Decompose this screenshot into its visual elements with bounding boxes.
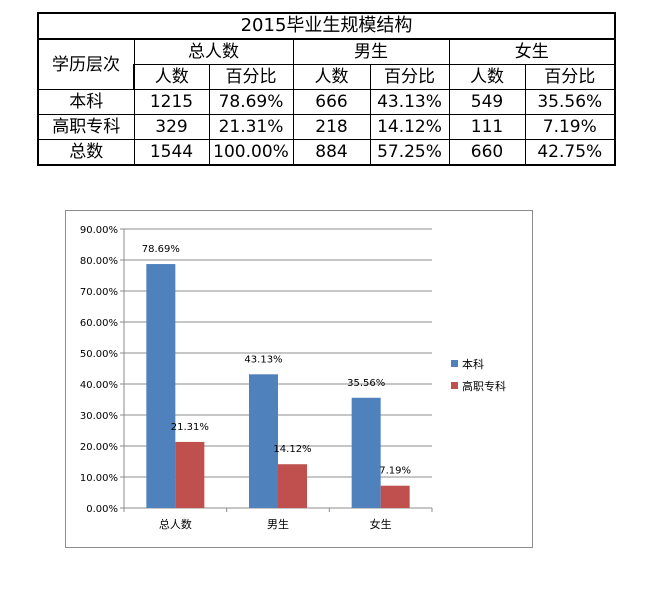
row-label: 本科 (37, 89, 135, 115)
table-cell: 549 (448, 89, 526, 115)
data-label: 14.12% (273, 444, 311, 455)
group-header-total: 总人数 (133, 38, 294, 65)
y-tick-label: 0.00% (86, 504, 118, 515)
table-cell: 884 (292, 139, 371, 166)
legend-label: 本科 (462, 357, 484, 371)
group-header-female: 女生 (448, 38, 617, 65)
data-label: 78.69% (142, 244, 180, 255)
bar-series-2 (278, 464, 307, 508)
table-cell: 35.56% (524, 89, 617, 115)
bar-chart: 0.00% 10.00% 20.00% 30.00% 40.00% 50.00% 60.00… (80, 225, 506, 531)
y-tick-label: 30.00% (80, 411, 118, 422)
sub-header: 百分比 (369, 64, 450, 90)
y-tick-label: 10.00% (80, 473, 118, 484)
sub-header: 百分比 (208, 64, 294, 90)
bar-series-2 (175, 441, 205, 508)
bar-series-1 (249, 374, 278, 508)
sub-header: 百分比 (524, 64, 617, 90)
y-tick-label: 40.00% (80, 380, 118, 391)
row-header-label: 学历层次 (37, 38, 135, 90)
table-row-total: 总数 1544 100.00% 884 57.25% 660 42.75% (37, 139, 617, 166)
table-cell: 218 (292, 114, 371, 140)
chart-frame: 0.00% 10.00% 20.00% 30.00% 40.00% 50.00% 60.00… (65, 210, 533, 548)
table-cell: 660 (448, 139, 526, 166)
table-cell: 7.19% (524, 114, 617, 140)
table-title: 2015毕业生规模结构 (36, 12, 617, 40)
graduate-structure-table: 2015毕业生规模结构 学历层次 总人数 男生 女生 人数 百分比 人数 百分比… (36, 12, 617, 166)
table-cell: 21.31% (208, 114, 294, 140)
legend-swatch (451, 360, 458, 367)
data-label: 35.56% (347, 378, 385, 389)
table-cell: 666 (292, 89, 371, 115)
table-cell: 57.25% (369, 139, 450, 166)
table-row: 本科 1215 78.69% 666 43.13% 549 35.56% (37, 89, 617, 115)
table-cell: 42.75% (524, 139, 617, 166)
table-row: 高职专科 329 21.31% 218 14.12% 111 7.19% (37, 114, 617, 140)
table-cell: 1544 (133, 139, 210, 166)
y-tick-label: 80.00% (80, 256, 118, 267)
bar-series-1 (351, 397, 381, 508)
row-label: 高职专科 (37, 114, 135, 140)
x-tick-label: 男生 (267, 517, 289, 531)
table-cell: 43.13% (369, 89, 450, 115)
y-tick-label: 70.00% (80, 287, 118, 298)
sub-header: 人数 (448, 64, 526, 90)
data-label: 43.13% (244, 354, 282, 365)
legend-label: 高职专科 (462, 379, 506, 393)
legend-swatch (451, 382, 458, 389)
sub-header: 人数 (292, 64, 371, 90)
bar-series-1 (146, 264, 176, 508)
row-label: 总数 (37, 139, 135, 166)
data-label: 21.31% (171, 422, 209, 433)
x-tick-label: 女生 (370, 517, 392, 531)
table-cell: 329 (133, 114, 210, 140)
sub-header: 人数 (133, 64, 210, 90)
table-cell: 111 (448, 114, 526, 140)
y-tick-label: 90.00% (80, 225, 118, 236)
table-cell: 78.69% (208, 89, 294, 115)
y-tick-label: 60.00% (80, 318, 118, 329)
data-label: 7.19% (379, 466, 411, 477)
group-header-male: 男生 (292, 38, 450, 65)
y-tick-label: 50.00% (80, 349, 118, 360)
table-cell: 1215 (133, 89, 210, 115)
table-cell: 14.12% (369, 114, 450, 140)
bar-series-2 (380, 485, 410, 508)
table-cell: 100.00% (208, 139, 294, 166)
x-tick-label: 总人数 (159, 517, 192, 531)
y-tick-label: 20.00% (80, 442, 118, 453)
